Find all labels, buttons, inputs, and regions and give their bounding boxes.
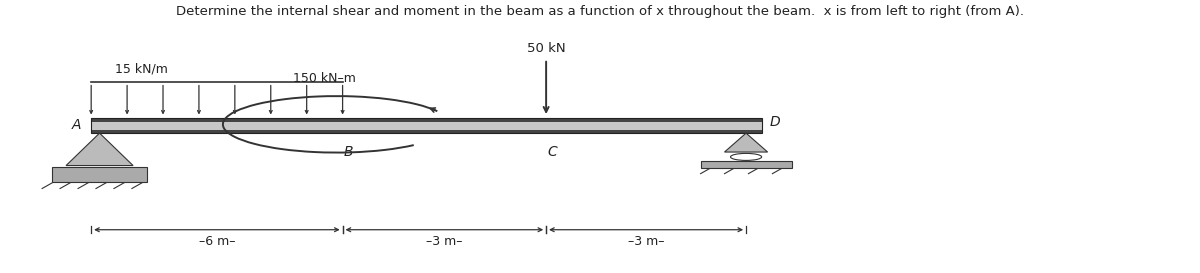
Bar [52,167,148,182]
Text: A: A [72,118,82,132]
Text: Determine the internal shear and moment in the beam as a function of x throughou: Determine the internal shear and moment … [176,5,1024,19]
Bar [91,118,762,133]
Text: 15 kN/m: 15 kN/m [115,62,168,75]
Text: –3 m–: –3 m– [426,235,463,248]
Text: B: B [344,145,353,159]
Circle shape [731,153,762,161]
Text: D: D [770,115,781,129]
Text: –3 m–: –3 m– [628,235,665,248]
Text: 150 kN–m: 150 kN–m [293,72,356,85]
Text: –6 m–: –6 m– [199,235,235,248]
Polygon shape [725,133,768,152]
Bar [91,118,762,133]
Polygon shape [66,133,133,165]
Text: C: C [547,145,557,159]
Text: 50 kN: 50 kN [527,42,565,55]
Bar [91,130,762,133]
Bar [91,118,762,122]
Bar [701,161,792,168]
